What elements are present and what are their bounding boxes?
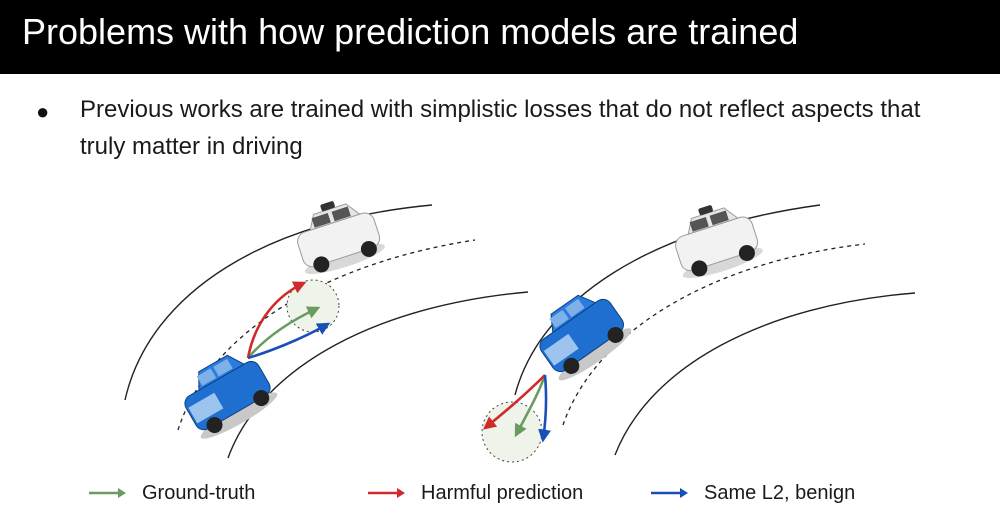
gt-arrow-left	[247, 306, 321, 359]
road-edge-inner	[227, 291, 529, 459]
gt-arrow-right	[514, 374, 547, 438]
legend-same-l2-benign: Same L2, benign	[650, 478, 855, 508]
ground-truth-arrow-icon	[89, 488, 126, 498]
bullet-icon: ●	[36, 99, 50, 124]
harmful-arrow-left	[246, 281, 307, 359]
legend-harmful-prediction: Harmful prediction	[367, 478, 583, 508]
left-scene	[124, 201, 529, 459]
legend-label: Same L2, benign	[704, 481, 856, 504]
prediction-region	[481, 401, 543, 463]
other-car	[297, 201, 385, 274]
legend-label: Ground-truth	[142, 481, 256, 504]
road-edge-inner	[614, 292, 916, 456]
benign-arrow-right	[538, 374, 551, 443]
right-scene	[481, 204, 916, 463]
driving-illustration	[124, 201, 916, 463]
harmful-prediction-arrow-icon	[368, 488, 405, 498]
legend-ground-truth: Ground-truth	[88, 478, 255, 508]
road-edge-outer	[124, 204, 433, 401]
harmful-arrow-right	[482, 374, 546, 430]
benign-arrow-left	[247, 322, 331, 360]
title-bar: Problems with how prediction models are …	[0, 0, 1000, 74]
bullet-text: Previous works are trained with simplist…	[80, 96, 921, 160]
lane-divider	[562, 243, 866, 426]
ego-car	[539, 294, 632, 381]
benign-prediction-arrow-icon	[651, 488, 688, 498]
slide-title: Problems with how prediction models are …	[22, 11, 799, 52]
ego-car	[184, 354, 278, 439]
road-edge-outer	[514, 204, 821, 396]
legend-label: Harmful prediction	[421, 481, 584, 504]
other-car	[675, 205, 763, 278]
